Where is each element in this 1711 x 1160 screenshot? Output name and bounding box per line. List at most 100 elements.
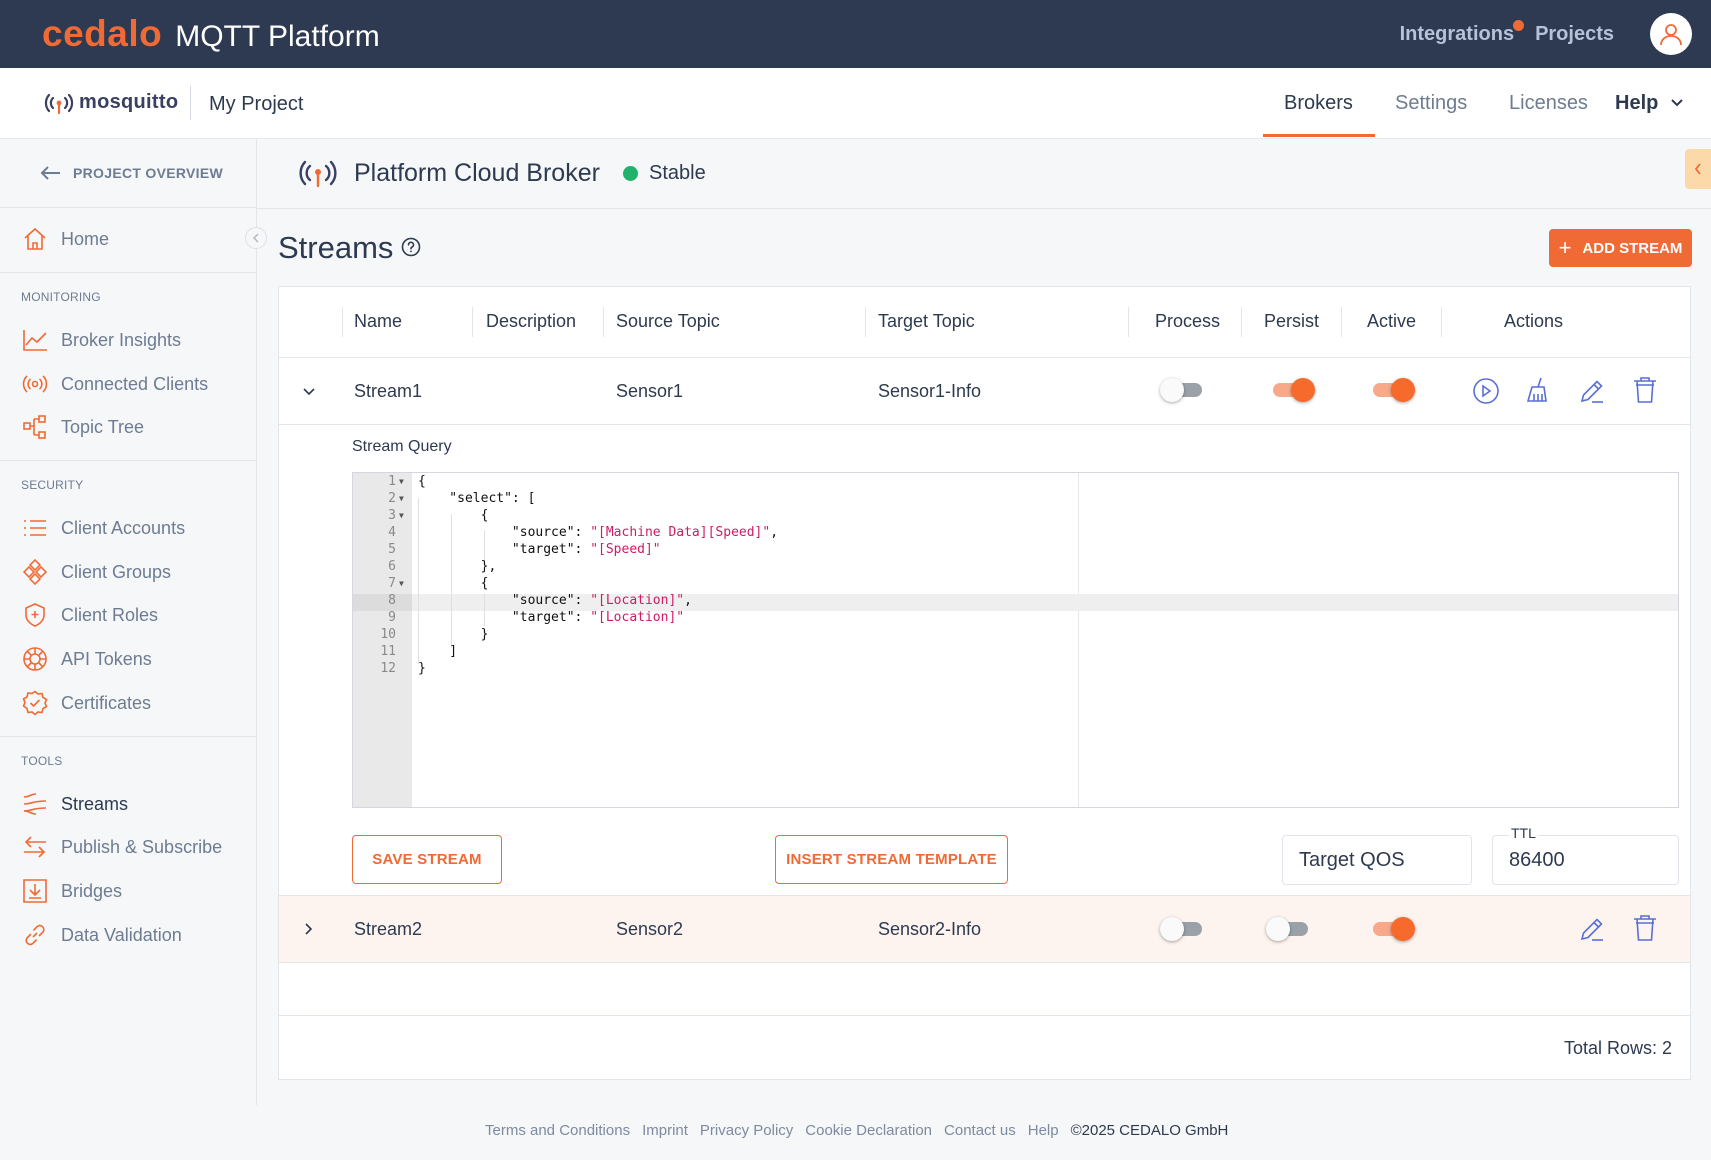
indent-guide (418, 498, 419, 664)
header-divider (279, 357, 1690, 358)
add-stream-button[interactable]: + ADD STREAM (1549, 229, 1692, 267)
expand-row-chevron-icon[interactable] (304, 922, 314, 936)
column-divider (342, 307, 343, 337)
sidebar-item-connected-clients[interactable]: Connected Clients (22, 370, 208, 398)
line-number: 5 (388, 542, 396, 557)
streams-table: Name Description Source Topic Target Top… (278, 286, 1691, 1080)
nav-settings[interactable]: Settings (1395, 92, 1468, 114)
integrations-label: Integrations (1399, 22, 1515, 45)
footer-link-terms[interactable]: Terms and Conditions (485, 1122, 631, 1139)
footer-link-cookies[interactable]: Cookie Declaration (805, 1122, 933, 1139)
collapse-row-chevron-icon[interactable] (302, 387, 316, 397)
sidebar-item-topic-tree[interactable]: Topic Tree (22, 413, 144, 441)
stream-query-editor[interactable]: 1 ▼{ 2 ▼ "select": [ 3 ▼ { 4 "source": "[Ma… (352, 472, 1679, 808)
line-number: 9 (388, 610, 396, 625)
edit-icon[interactable] (1578, 377, 1606, 405)
section-title-security: SECURITY (21, 478, 84, 492)
footer-link-imprint[interactable]: Imprint (642, 1122, 688, 1139)
toggle-knob (1266, 917, 1290, 941)
broom-icon[interactable] (1524, 375, 1554, 405)
footer-link-help[interactable]: Help (1027, 1122, 1059, 1139)
project-overview-link[interactable]: PROJECT OVERVIEW (0, 139, 256, 208)
fold-arrow-icon[interactable]: ▼ (399, 579, 404, 588)
collapse-sidebar-button[interactable] (245, 227, 267, 249)
sidebar-item-home[interactable]: Home (22, 225, 109, 253)
integrations-link[interactable]: Integrations (1399, 19, 1525, 46)
line-number: 12 (380, 661, 396, 676)
column-divider (1441, 307, 1442, 337)
total-rows: Total Rows: 2 (1563, 1038, 1672, 1058)
sidebar-item-label: API Tokens (61, 648, 152, 669)
persist-toggle[interactable] (1266, 917, 1312, 941)
persist-toggle[interactable] (1269, 378, 1315, 402)
sidebar-item-bridges[interactable]: Bridges (22, 877, 122, 905)
projects-link[interactable]: Projects (1535, 22, 1614, 45)
sidebar-item-streams[interactable]: Streams (22, 790, 128, 818)
user-icon (1660, 24, 1682, 46)
mosquitto-logo[interactable]: mosquitto (44, 91, 178, 114)
sidebar-item-label: Bridges (61, 880, 123, 901)
sidebar-item-client-accounts[interactable]: Client Accounts (22, 514, 185, 542)
chevron-down-icon[interactable] (1670, 98, 1684, 108)
footer-link-contact[interactable]: Contact us (944, 1122, 1016, 1139)
trash-icon[interactable] (1632, 376, 1658, 404)
process-toggle[interactable] (1160, 917, 1206, 941)
code-line: 3 ▼ { (353, 507, 1678, 524)
project-overview-label: PROJECT OVERVIEW (73, 165, 224, 181)
ttl-input[interactable]: TTL 86400 (1492, 825, 1679, 885)
fold-arrow-icon[interactable]: ▼ (399, 494, 404, 503)
help-icon[interactable] (401, 237, 421, 257)
edit-icon[interactable] (1578, 915, 1606, 943)
column-header-description[interactable]: Description (486, 311, 577, 331)
active-toggle[interactable] (1369, 917, 1415, 941)
save-stream-button[interactable]: SAVE STREAM (352, 835, 502, 884)
play-icon[interactable] (1472, 377, 1500, 405)
column-divider (603, 307, 604, 337)
column-header-persist[interactable]: Persist (1264, 311, 1320, 331)
sidebar-item-label: Data Validation (61, 924, 182, 945)
code-line: 7 ▼ { (353, 575, 1678, 592)
token-icon (23, 647, 47, 671)
column-header-source-topic[interactable]: Source Topic (616, 311, 720, 331)
nav-licenses[interactable]: Licenses (1509, 92, 1588, 114)
trash-icon[interactable] (1632, 914, 1658, 942)
fold-arrow-icon[interactable]: ▼ (399, 477, 404, 486)
sidebar-item-data-validation[interactable]: Data Validation (22, 921, 182, 949)
line-number: 10 (380, 627, 396, 642)
row-divider (279, 1015, 1690, 1016)
code-line: 1 ▼ { (353, 473, 1678, 490)
brand: cedalo MQTT Platform (42, 13, 380, 55)
project-name[interactable]: My Project (209, 93, 304, 115)
sidebar-item-certificates[interactable]: Certificates (22, 689, 151, 717)
column-header-active[interactable]: Active (1367, 311, 1417, 331)
target-qos-select[interactable]: Target QOS (1282, 835, 1472, 885)
insert-stream-template-button[interactable]: INSERT STREAM TEMPLATE (775, 835, 1008, 884)
table-row-stream2[interactable]: Stream2 Sensor2 Sensor2-Info (279, 896, 1690, 962)
process-toggle[interactable] (1160, 378, 1206, 402)
indent-guide (484, 530, 485, 562)
cedalo-logo[interactable]: cedalo (42, 13, 163, 54)
user-avatar[interactable] (1650, 13, 1692, 55)
column-header-name[interactable]: Name (354, 311, 403, 331)
sidebar-item-publish-subscribe[interactable]: Publish & Subscribe (22, 833, 222, 861)
footer-link-privacy[interactable]: Privacy Policy (699, 1122, 794, 1139)
divider (0, 460, 256, 461)
nav-brokers[interactable]: Brokers (1284, 92, 1353, 114)
row-divider (279, 424, 1690, 425)
column-header-process[interactable]: Process (1155, 311, 1221, 331)
sidebar-item-client-roles[interactable]: Client Roles (22, 601, 158, 629)
link-icon (25, 924, 45, 946)
side-panel-toggle[interactable] (1685, 149, 1711, 189)
code-text: }, (418, 559, 497, 574)
ttl-label: TTL (1509, 825, 1538, 841)
column-header-target-topic[interactable]: Target Topic (878, 311, 975, 331)
sidebar-item-broker-insights[interactable]: Broker Insights (22, 326, 181, 354)
sidebar-item-api-tokens[interactable]: API Tokens (22, 645, 152, 673)
active-line-gutter (353, 594, 412, 611)
sidebar-item-label: Connected Clients (61, 373, 209, 394)
toggle-knob (1160, 917, 1184, 941)
nav-help[interactable]: Help (1615, 92, 1658, 115)
sidebar-item-client-groups[interactable]: Client Groups (22, 558, 171, 586)
active-toggle[interactable] (1369, 378, 1415, 402)
fold-arrow-icon[interactable]: ▼ (399, 511, 404, 520)
